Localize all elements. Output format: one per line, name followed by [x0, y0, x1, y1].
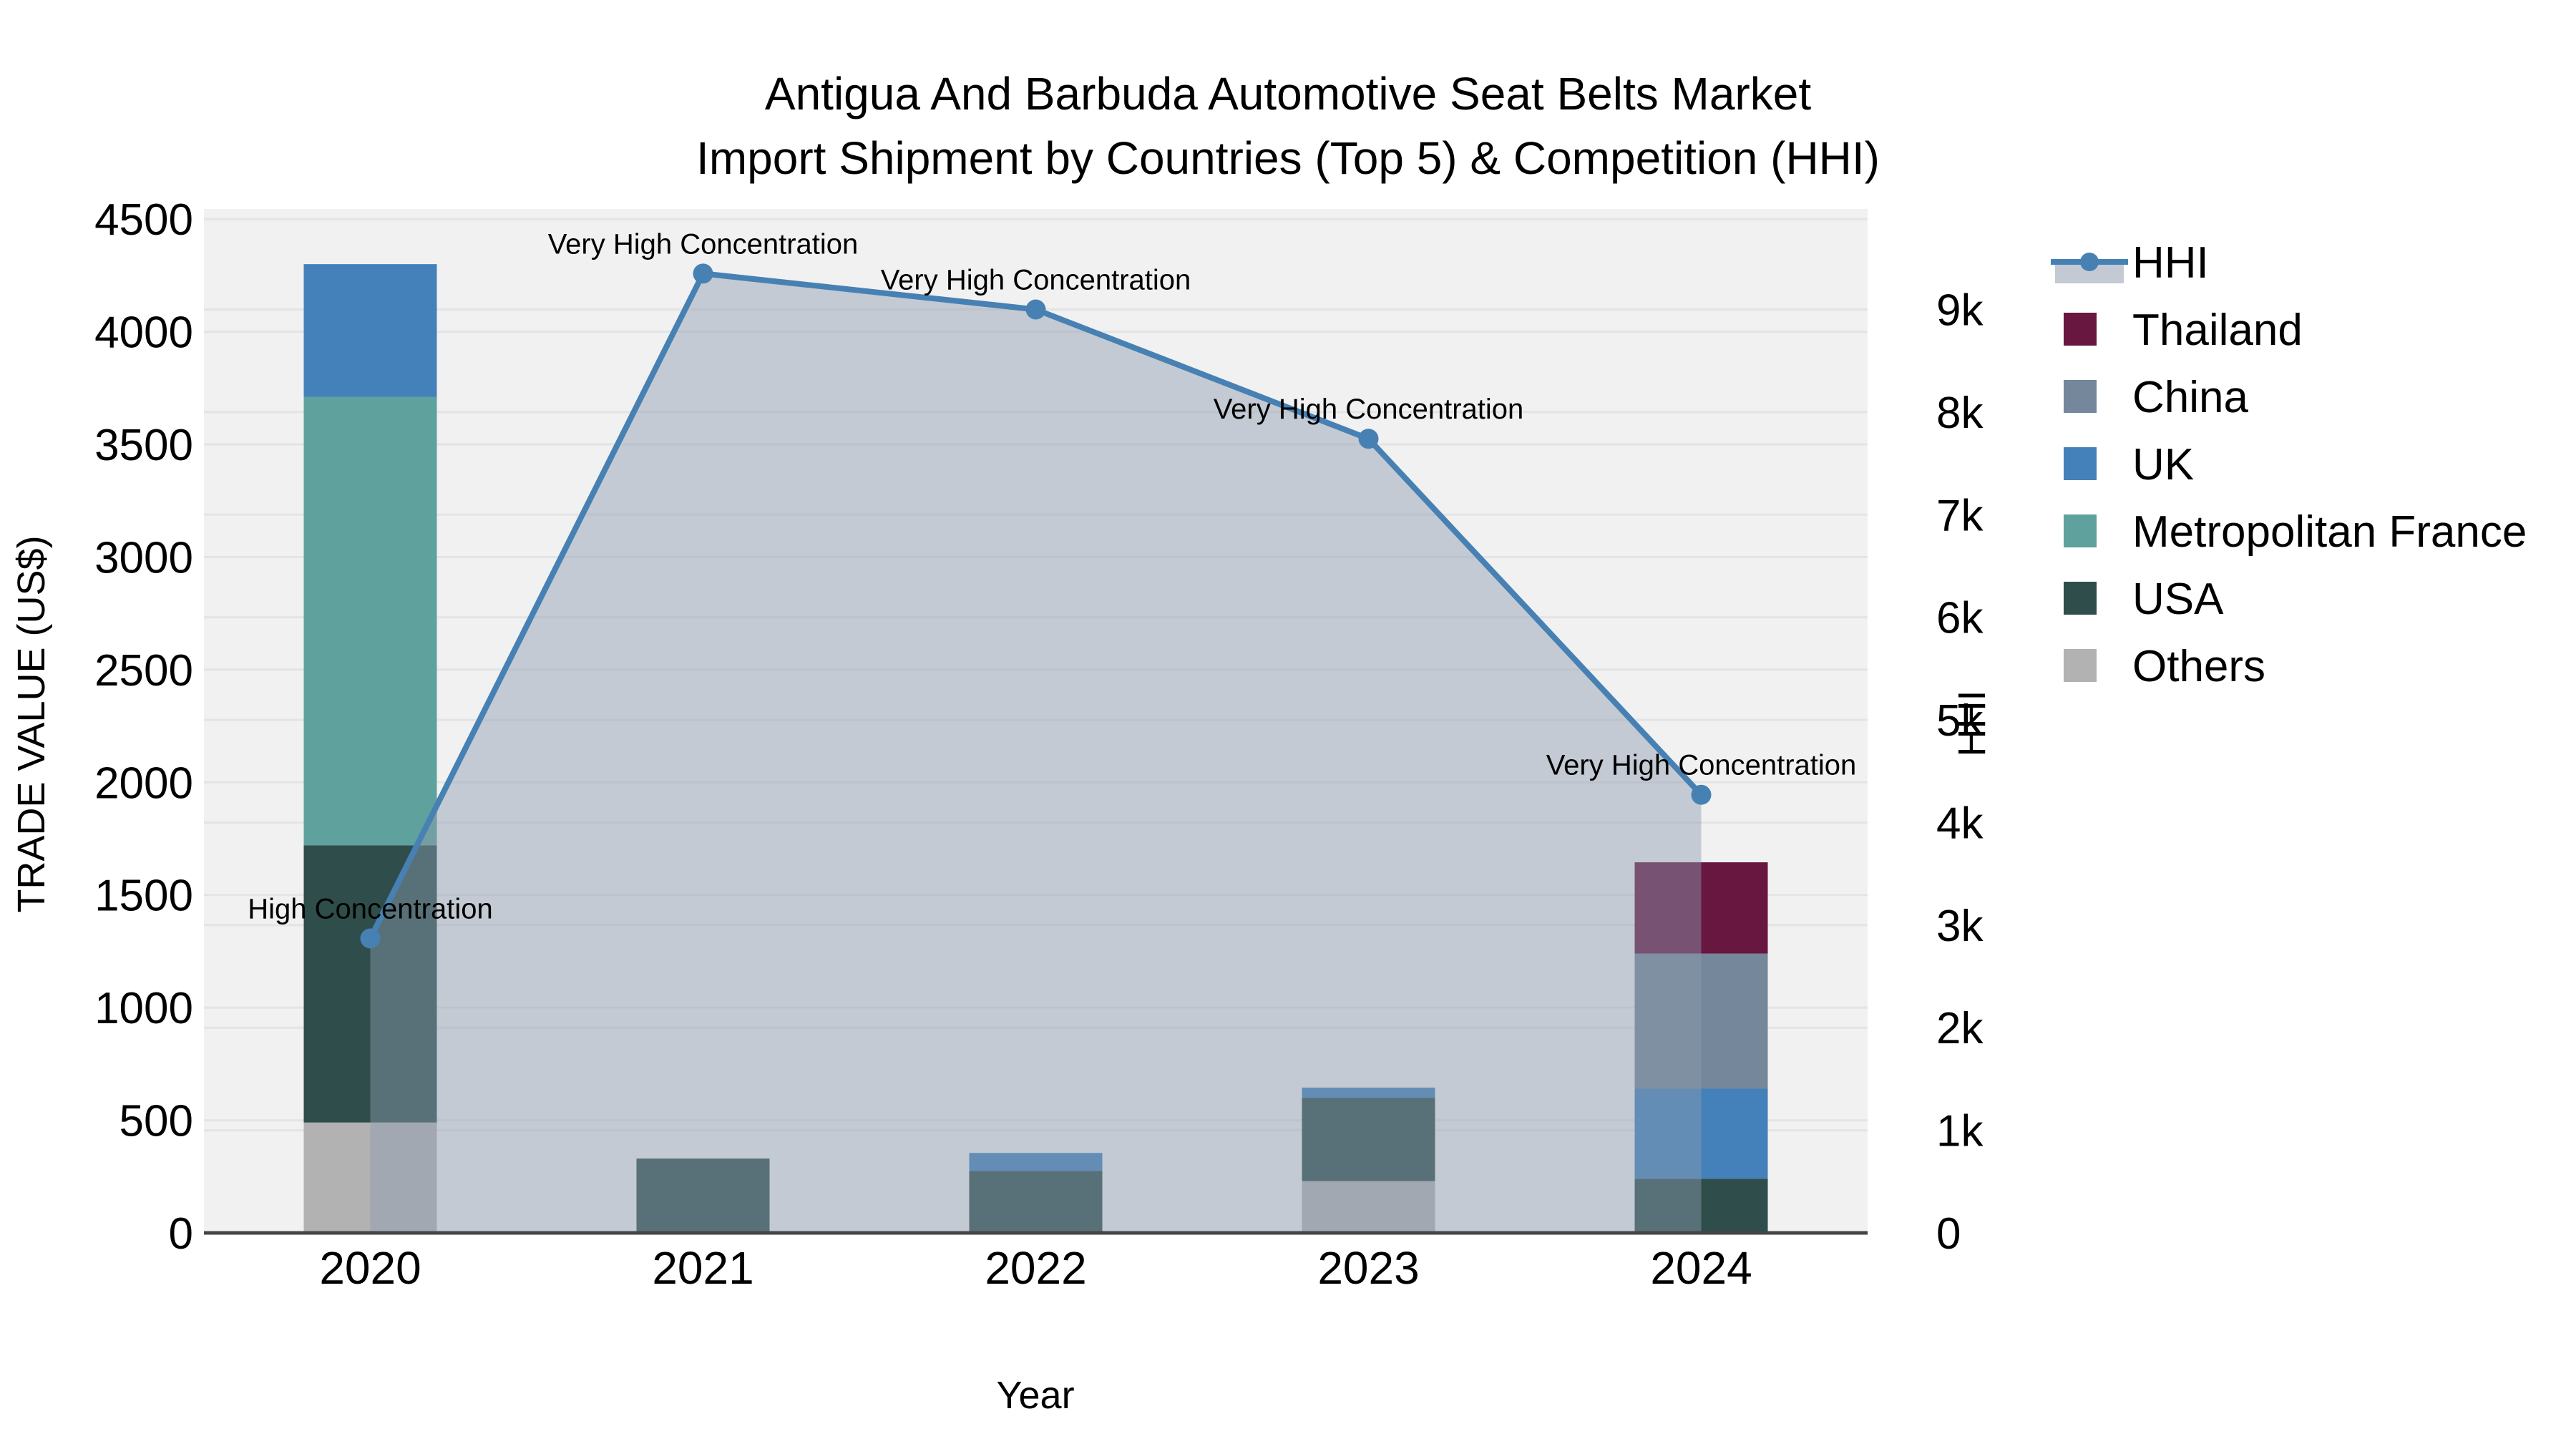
bar-segment-usa-2020	[303, 845, 437, 1123]
legend-item-usa[interactable]: USA	[2064, 575, 2224, 624]
y-axis-title-right: HHI	[1951, 690, 1994, 757]
x-tick-2024: 2024	[1650, 1242, 1752, 1294]
bar-segment-usa-2024	[1634, 1179, 1768, 1233]
y-tick-right-5k: 5k	[1936, 696, 1984, 746]
y-axis-title-left: TRADE VALUE (US$)	[10, 535, 53, 913]
y-tick-left-3500: 3500	[94, 421, 193, 470]
hhi-marker-2022	[1025, 299, 1046, 320]
legend-item-thailand[interactable]: Thailand	[2064, 306, 2303, 355]
bar-segment-metropolitan-france-2020	[303, 396, 437, 846]
legend-swatch-metropolitan-france	[2064, 514, 2097, 547]
y-tick-right-6k: 6k	[1936, 594, 1984, 643]
hhi-marker-2023	[1358, 429, 1379, 449]
y-tick-right-7k: 7k	[1936, 491, 1984, 540]
legend-label-usa: USA	[2132, 575, 2224, 624]
y-tick-right-4k: 4k	[1936, 799, 1984, 848]
y-tick-left-2500: 2500	[94, 646, 193, 696]
y-tick-left-4500: 4500	[94, 195, 193, 245]
y-tick-right-1k: 1k	[1936, 1107, 1984, 1156]
y-tick-left-1500: 1500	[94, 872, 193, 921]
legend-label-metropolitan-france: Metropolitan France	[2132, 507, 2527, 557]
y-tick-right-3k: 3k	[1936, 902, 1984, 951]
y-tick-right-8k: 8k	[1936, 389, 1984, 438]
annotation-2021: Very High Concentration	[548, 228, 859, 260]
annotation-2022: Very High Concentration	[881, 265, 1191, 296]
y-tick-left-3000: 3000	[94, 533, 193, 582]
x-axis-title: Year	[996, 1374, 1075, 1417]
hhi-marker-2020	[360, 928, 381, 949]
bar-segment-usa-2023	[1302, 1098, 1435, 1181]
bar-segment-others-2020	[303, 1122, 437, 1233]
hhi-marker-2024	[1691, 784, 1712, 805]
legend-swatch-usa	[2064, 582, 2097, 615]
chart-title-line2: Import Shipment by Countries (Top 5) & C…	[696, 132, 1880, 184]
chart-title: Antigua And Barbuda Automotive Seat Belt…	[0, 62, 2576, 190]
bar-segment-uk-2022	[969, 1153, 1103, 1171]
bar-segment-usa-2021	[636, 1158, 770, 1233]
x-tick-2021: 2021	[652, 1242, 753, 1294]
y-tick-left-500: 500	[119, 1097, 193, 1146]
legend-label-others: Others	[2132, 642, 2265, 691]
annotation-2020: High Concentration	[248, 893, 492, 924]
hhi-marker-2021	[693, 263, 713, 284]
legend-label-china: China	[2132, 373, 2249, 422]
annotation-2023: Very High Concentration	[1214, 394, 1524, 425]
y-tick-left-0: 0	[169, 1209, 193, 1259]
bar-segment-others-2023	[1302, 1181, 1435, 1233]
legend-label-hhi: HHI	[2132, 238, 2209, 288]
hhi-area-fill	[370, 273, 1702, 1233]
annotation-2024: Very High Concentration	[1546, 750, 1857, 781]
legend-item-others[interactable]: Others	[2064, 642, 2265, 691]
legend-swatch-uk	[2064, 447, 2097, 480]
y-tick-right-0: 0	[1936, 1209, 1961, 1259]
y-tick-right-9k: 9k	[1936, 286, 1984, 336]
legend-item-hhi[interactable]: HHI	[2051, 238, 2209, 288]
x-tick-2023: 2023	[1317, 1242, 1419, 1294]
x-tick-2022: 2022	[985, 1242, 1086, 1294]
legend-hhi-marker	[2080, 253, 2099, 271]
legend-swatch-others	[2064, 649, 2097, 682]
legend-item-metropolitan-france[interactable]: Metropolitan France	[2064, 507, 2527, 557]
bar-segment-china-2024	[1634, 953, 1768, 1089]
legend-item-uk[interactable]: UK	[2064, 440, 2194, 489]
legend-label-uk: UK	[2132, 440, 2194, 489]
y-tick-left-1000: 1000	[94, 984, 193, 1033]
legend-swatch-china	[2064, 380, 2097, 413]
legend-item-china[interactable]: China	[2064, 373, 2249, 422]
bar-segment-uk-2024	[1634, 1088, 1768, 1179]
y-tick-left-4000: 4000	[94, 308, 193, 358]
bar-segment-usa-2022	[969, 1171, 1103, 1233]
chart-title-line1: Antigua And Barbuda Automotive Seat Belt…	[764, 68, 1812, 119]
bar-segment-uk-2023	[1302, 1087, 1435, 1098]
legend-swatch-thailand	[2064, 313, 2097, 346]
x-tick-2020: 2020	[319, 1242, 421, 1294]
bar-segment-thailand-2024	[1634, 862, 1768, 954]
legend-label-thailand: Thailand	[2132, 306, 2303, 355]
y-tick-left-2000: 2000	[94, 758, 193, 808]
y-tick-right-2k: 2k	[1936, 1004, 1984, 1053]
bar-segment-uk-2020	[303, 264, 437, 397]
